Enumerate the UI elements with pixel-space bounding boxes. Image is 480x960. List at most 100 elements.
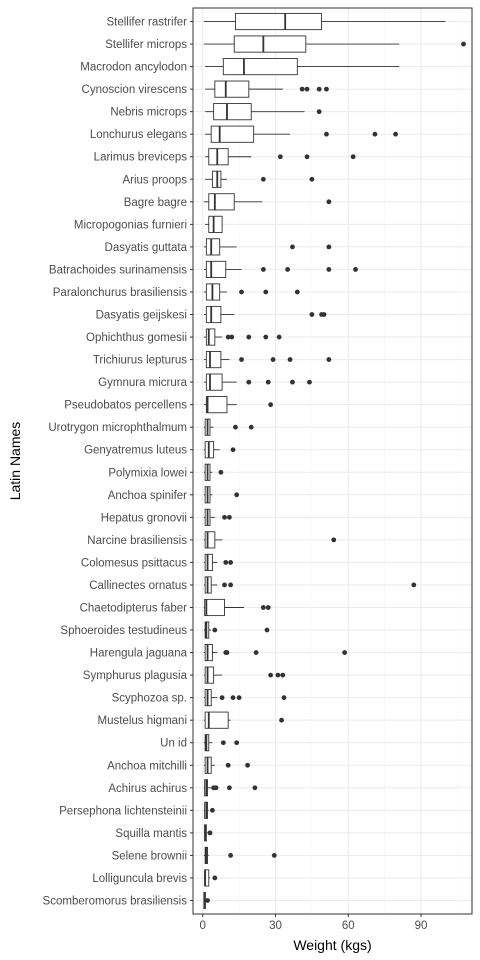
box <box>205 238 221 256</box>
boxplot-group <box>203 531 337 549</box>
boxplot-group <box>203 305 327 324</box>
outlier-point <box>290 379 295 385</box>
x-tick-label: 90 <box>415 920 428 932</box>
boxplot-group <box>203 441 236 459</box>
outlier-point <box>212 875 218 881</box>
boxplot-group <box>203 576 417 594</box>
outlier-point <box>326 199 332 205</box>
outlier-point <box>248 424 254 430</box>
boxplot-group <box>203 373 312 391</box>
y-tick-label: Persephona lichtensteinii <box>59 805 187 817</box>
y-tick-label: Anchoa mitchilli <box>107 760 187 772</box>
y-tick-label: Larimus breviceps <box>94 152 188 164</box>
outlier-point <box>212 627 218 633</box>
outlier-point <box>213 785 219 791</box>
outlier-point <box>229 334 235 340</box>
y-tick-label: Bagre bagre <box>124 197 187 209</box>
boxplot-group <box>203 486 240 504</box>
box <box>205 396 228 414</box>
outlier-point <box>268 402 274 408</box>
y-tick-label: Scyphozoa sp. <box>112 693 187 705</box>
outlier-point <box>316 86 322 92</box>
box <box>214 80 250 98</box>
box <box>204 711 229 729</box>
outlier-point <box>271 853 277 858</box>
x-tick-label: 0 <box>200 920 206 932</box>
boxplot-group <box>203 711 284 729</box>
y-tick-label: Macrodon ancylodon <box>80 62 187 74</box>
outlier-point <box>246 379 252 385</box>
y-tick-label: Selene brownii <box>112 850 187 862</box>
outlier-point <box>210 807 215 813</box>
outlier-point <box>307 379 312 385</box>
outlier-point <box>224 650 230 655</box>
boxplot-group <box>203 396 274 414</box>
outlier-point <box>252 785 258 791</box>
box <box>210 125 255 143</box>
boxplot-group <box>203 756 250 774</box>
box <box>204 553 213 571</box>
y-tick-label: Nebris microps <box>110 107 187 119</box>
y-tick-label: Dasyatis guttata <box>105 242 188 254</box>
y-tick-label: Trichiurus lepturus <box>93 355 187 367</box>
boxplot-group <box>203 463 224 481</box>
outlier-point <box>205 898 210 903</box>
outlier-point <box>234 492 240 498</box>
outlier-point <box>226 514 232 520</box>
outlier-point <box>260 605 266 610</box>
outlier-point <box>321 312 327 317</box>
outlier-point <box>331 537 337 543</box>
x-axis-title: Weight (kgs) <box>293 937 371 953</box>
boxplot-group <box>205 215 223 233</box>
boxplot-group <box>203 644 348 662</box>
outlier-point <box>287 357 293 362</box>
panel-border <box>192 7 473 915</box>
outlier-point <box>350 154 356 160</box>
y-tick-label: Anchoa spinifer <box>108 490 187 502</box>
boxplot-group <box>203 508 232 526</box>
outlier-point <box>461 41 466 47</box>
boxplot-group <box>203 35 466 53</box>
outlier-point <box>218 469 224 475</box>
outlier-point <box>280 672 286 678</box>
y-tick-label: Hepatus gronovii <box>101 512 187 524</box>
outlier-point <box>234 740 240 746</box>
y-axis-title: Latin Names <box>7 422 23 501</box>
box <box>205 373 223 391</box>
y-tick-label: Symphurus plagusia <box>83 670 188 682</box>
y-tick-label: Pseudobatos percellens <box>64 400 187 412</box>
y-tick-label: Cynoscion virescens <box>82 84 188 96</box>
outlier-point <box>263 334 269 340</box>
box <box>208 215 223 233</box>
outlier-point <box>245 762 250 768</box>
boxplot-group <box>203 553 234 571</box>
boxplot-group <box>203 734 240 752</box>
outlier-point <box>253 650 259 655</box>
y-tick-label: Lonchurus elegans <box>90 129 187 141</box>
box <box>235 12 323 31</box>
y-tick-label: Harengula jaguana <box>90 648 188 660</box>
outlier-point <box>275 672 281 678</box>
boxplot-group <box>203 891 210 910</box>
box <box>204 531 216 549</box>
boxplot-group <box>203 12 446 31</box>
box <box>205 328 216 346</box>
boxplot-group <box>205 103 322 121</box>
boxplot-group <box>203 621 270 639</box>
boxplot-group <box>203 328 282 346</box>
outlier-point <box>226 785 232 791</box>
boxplot-group <box>203 824 213 842</box>
boxplot-group <box>205 170 315 188</box>
outlier-point <box>285 267 291 272</box>
box <box>205 305 222 324</box>
outlier-point <box>281 695 287 701</box>
y-tick-label: Mustelus higmani <box>98 715 187 727</box>
outlier-point <box>326 244 332 250</box>
box <box>208 148 229 166</box>
outlier-point <box>246 334 252 340</box>
boxplot-group <box>205 80 329 98</box>
y-tick-label: Polymixia lowei <box>108 467 187 479</box>
y-tick-label: Dasyatis geijskesi <box>96 310 187 322</box>
outlier-point <box>304 154 310 160</box>
